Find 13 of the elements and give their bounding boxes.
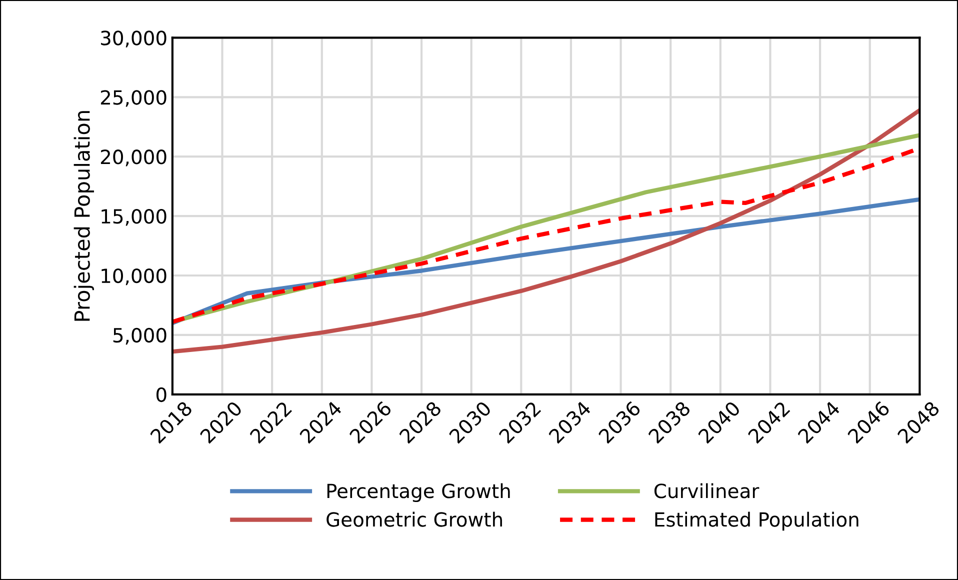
legend-label: Geometric Growth (326, 512, 502, 527)
y-tick-label: 30,000 (101, 30, 166, 48)
legend-label: Estimated Population (655, 512, 858, 531)
y-tick-label: 10,000 (102, 268, 166, 286)
line-series (172, 108, 920, 354)
y-tick-label: 25,000 (100, 90, 166, 107)
y-tick-label: 15,000 (102, 209, 166, 226)
y-tick-label: 5,000 (113, 328, 166, 345)
y-tick-label: 0 (156, 387, 166, 402)
y-axis-title: Projected Population (74, 111, 94, 321)
legend-label: Curvilinear (654, 483, 760, 498)
legend-label: Percentage Growth (327, 483, 510, 502)
y-tick-label: 20,000 (100, 150, 166, 166)
